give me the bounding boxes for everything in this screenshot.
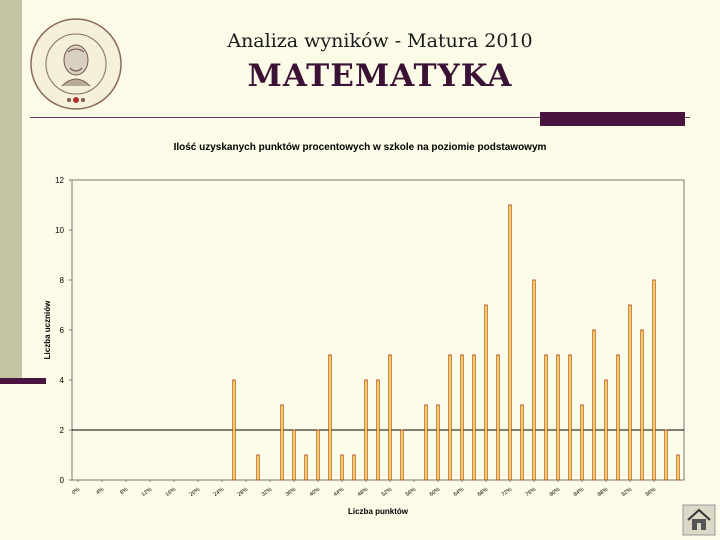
- x-tick-label: 64%: [453, 487, 466, 498]
- home-icon: [687, 508, 711, 530]
- bar: [652, 279, 656, 481]
- bar: [520, 404, 524, 481]
- bar: [484, 304, 488, 481]
- x-tick-label: 36%: [285, 487, 298, 498]
- x-tick-label: 12%: [141, 487, 154, 498]
- bar: [388, 354, 392, 481]
- left-decorative-strip: [0, 0, 22, 382]
- x-tick-label: 88%: [597, 487, 610, 498]
- x-tick-label: 48%: [357, 487, 370, 498]
- x-axis-label: Liczba punktów: [348, 507, 409, 516]
- y-tick-label: 0: [60, 476, 65, 485]
- bar: [304, 454, 308, 481]
- title-divider: [30, 117, 690, 118]
- bar: [664, 429, 668, 481]
- x-tick-label: 40%: [309, 487, 322, 498]
- y-tick-label: 2: [60, 426, 65, 435]
- school-seal-icon: [30, 18, 122, 110]
- bar: [676, 454, 680, 481]
- bar: [628, 304, 632, 481]
- bar: [232, 379, 236, 481]
- bar: [316, 429, 320, 481]
- x-tick-label: 8%: [119, 487, 129, 497]
- y-axis-label: Liczba uczniów: [43, 300, 52, 359]
- x-tick-label: 76%: [525, 487, 538, 498]
- chart-title: Ilość uzyskanych punktów procentowych w …: [174, 142, 547, 153]
- bar: [460, 354, 464, 481]
- bar: [256, 454, 260, 481]
- bar: [352, 454, 356, 481]
- x-tick-label: 92%: [621, 487, 634, 498]
- bar: [544, 354, 548, 481]
- bar: [376, 379, 380, 481]
- x-tick-label: 28%: [237, 487, 250, 498]
- slide-title: MATEMATYKA: [247, 58, 513, 94]
- x-tick-label: 96%: [645, 487, 658, 498]
- title-accent-bar: [540, 112, 685, 126]
- bar: [364, 379, 368, 481]
- bar: [280, 404, 284, 481]
- bar: [532, 279, 536, 481]
- bar: [340, 454, 344, 481]
- x-tick-label: 4%: [95, 487, 105, 497]
- x-tick-label: 84%: [573, 487, 586, 498]
- bar: [616, 354, 620, 481]
- y-tick-label: 8: [60, 276, 65, 285]
- left-accent-bar: [0, 378, 46, 384]
- bar: [436, 404, 440, 481]
- y-tick-label: 10: [55, 226, 64, 235]
- bar: [640, 329, 644, 481]
- bar: [508, 204, 512, 481]
- bar: [556, 354, 560, 481]
- bar: [328, 354, 332, 481]
- x-tick-label: 68%: [477, 487, 490, 498]
- bar: [580, 404, 584, 481]
- x-tick-label: 56%: [405, 487, 418, 498]
- x-tick-label: 32%: [261, 487, 274, 498]
- bar: [292, 429, 296, 481]
- x-tick-label: 80%: [549, 487, 562, 498]
- x-tick-label: 24%: [213, 487, 226, 498]
- x-tick-label: 44%: [333, 487, 346, 498]
- slide-subtitle: Analiza wyników - Matura 2010: [227, 30, 533, 52]
- x-tick-label: 0%: [71, 487, 81, 497]
- x-tick-label: 60%: [429, 487, 442, 498]
- y-tick-label: 12: [55, 176, 64, 185]
- x-tick-label: 16%: [165, 487, 178, 498]
- x-tick-label: 72%: [501, 487, 514, 498]
- bar: [400, 429, 404, 481]
- bar: [604, 379, 608, 481]
- home-button[interactable]: [682, 504, 716, 536]
- y-tick-label: 4: [60, 376, 65, 385]
- bar: [424, 404, 428, 481]
- x-tick-label: 20%: [189, 487, 202, 498]
- y-tick-label: 6: [60, 326, 65, 335]
- bar: [448, 354, 452, 481]
- bar: [472, 354, 476, 481]
- x-tick-label: 52%: [381, 487, 394, 498]
- bar: [496, 354, 500, 481]
- bar: [592, 329, 596, 481]
- bar: [568, 354, 572, 481]
